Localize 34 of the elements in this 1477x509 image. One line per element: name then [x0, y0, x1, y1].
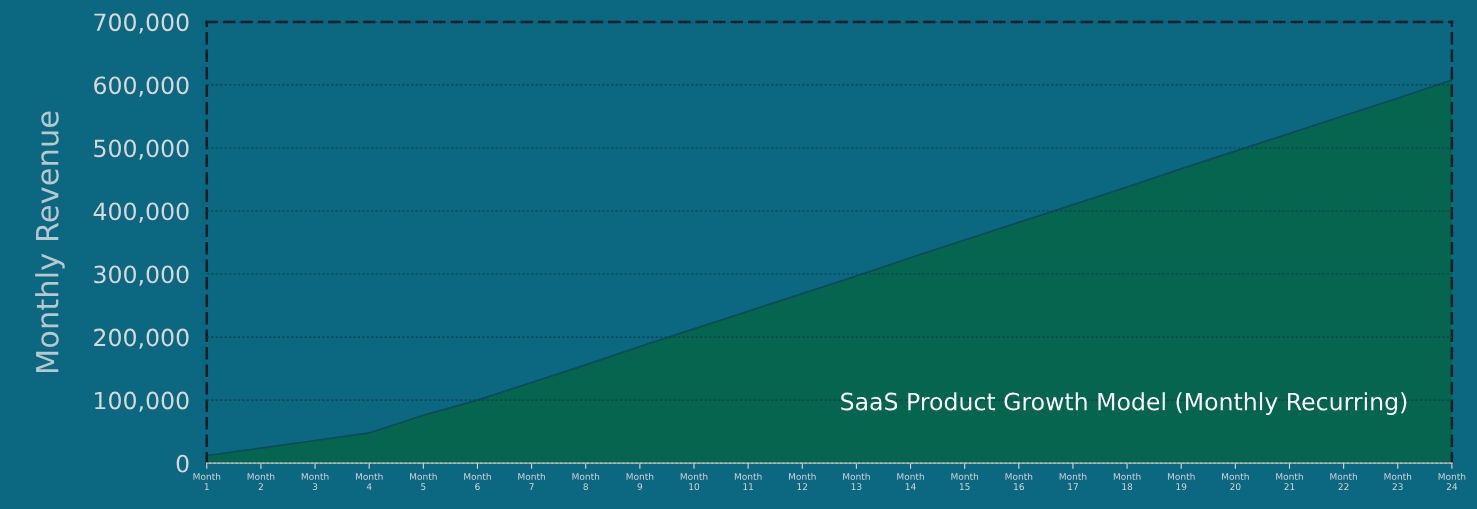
y-axis-title: Monthly Revenue — [35, 111, 65, 373]
x-tick-label: Month 20 — [1222, 472, 1249, 491]
x-tick-label: Month 5 — [410, 472, 437, 491]
x-tick-label: Month 1 — [193, 472, 221, 490]
y-tick-label: 200,000 — [94, 328, 189, 349]
x-tick-label: Month 11 — [734, 472, 762, 490]
x-tick-label: Month 8 — [572, 472, 600, 491]
x-tick-label: Month 18 — [1113, 472, 1141, 491]
y-tick-label: 400,000 — [93, 202, 189, 223]
y-tick-label: 100,000 — [95, 391, 189, 412]
x-tick-label: Month 7 — [518, 472, 545, 490]
x-tick-label: Month 23 — [1384, 472, 1412, 491]
x-tick-label: Month 3 — [301, 472, 329, 491]
x-tick-label: Month 9 — [626, 472, 654, 491]
x-tick-label: Month 12 — [789, 472, 816, 490]
x-tick-label: Month 24 — [1438, 472, 1466, 490]
x-tick-label: Month 14 — [897, 472, 924, 490]
y-tick-label: 0 — [176, 454, 189, 473]
x-tick-label: Month 15 — [951, 472, 979, 491]
x-tick-label: Month 17 — [1059, 472, 1087, 490]
x-tick-label: Month 2 — [247, 472, 275, 490]
x-tick-label: Month 16 — [1005, 472, 1033, 491]
y-tick-label: 300,000 — [94, 265, 189, 286]
x-tick-label: Month 13 — [843, 472, 870, 491]
y-tick-label: 500,000 — [94, 139, 189, 160]
y-tick-label: 700,000 — [94, 13, 189, 34]
x-tick-label: Month 22 — [1330, 472, 1357, 490]
y-tick-label: 600,000 — [94, 76, 189, 97]
x-tick-label: Month 4 — [355, 472, 383, 490]
x-tick-label: Month 6 — [464, 472, 491, 491]
x-tick-label: Month 10 — [680, 472, 708, 491]
x-tick-label: Month 21 — [1276, 472, 1303, 490]
annotation: SaaS Product Growth Model (Monthly Recurring) — [841, 392, 1407, 416]
x-tick-label: Month 19 — [1167, 472, 1195, 491]
